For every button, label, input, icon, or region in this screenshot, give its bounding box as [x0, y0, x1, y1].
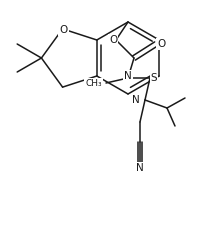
Text: O: O	[59, 25, 68, 35]
Text: N: N	[124, 71, 132, 81]
Text: N: N	[136, 163, 144, 173]
Text: O: O	[157, 39, 165, 49]
Text: O: O	[109, 35, 117, 45]
Text: S: S	[151, 73, 157, 83]
Text: N: N	[132, 95, 140, 105]
Text: CH₃: CH₃	[85, 79, 102, 87]
